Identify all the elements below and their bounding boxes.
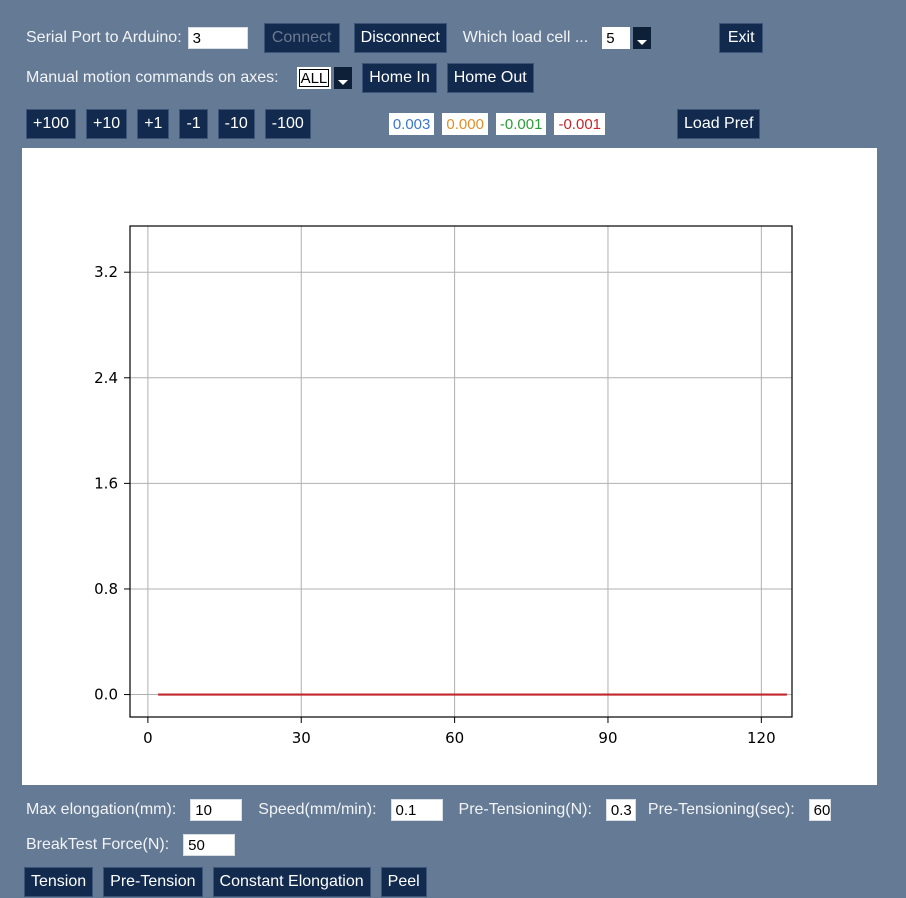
chevron-down-icon[interactable] [633, 27, 652, 49]
pretensioning-sec-label: Pre-Tensioning(sec): [647, 801, 795, 818]
pretensioning-sec-input[interactable]: 60 [808, 799, 831, 821]
max-elongation-label: Max elongation(mm): [26, 801, 177, 818]
connection-row: Serial Port to Arduino: 3 Connect Discon… [26, 23, 764, 53]
max-elongation-input[interactable]: 10 [190, 799, 243, 821]
home-in-button[interactable]: Home In [362, 63, 437, 93]
breaktest-input[interactable]: 50 [183, 834, 236, 856]
chevron-down-icon[interactable] [334, 67, 353, 89]
constant-elongation-button[interactable]: Constant Elongation [212, 867, 371, 897]
jog-plus-10-button[interactable]: +10 [86, 109, 128, 139]
breaktest-label: BreakTest Force(N): [26, 836, 170, 853]
y-tick-label: 2.4 [94, 369, 118, 387]
jog-plus-100-button[interactable]: +100 [26, 109, 77, 139]
connect-button[interactable]: Connect [263, 23, 340, 53]
pretensioning-label: Pre-Tensioning(N): [458, 801, 592, 818]
force-chart: 0 30 60 90 120 0.0 0.8 1.6 2.4 3.2 [94, 225, 793, 747]
home-out-button[interactable]: Home Out [446, 63, 534, 93]
plot-panel: 0 30 60 90 120 0.0 0.8 1.6 2.4 3.2 [22, 148, 877, 785]
modes-row: Tension Pre-Tension Constant Elongation … [24, 867, 427, 897]
x-tick-label: 0 [143, 729, 153, 747]
serial-port-input[interactable]: 3 [187, 27, 248, 49]
axis-readout-3: -0.001 [495, 113, 547, 135]
serial-port-label: Serial Port to Arduino: [26, 29, 182, 46]
x-tick-label: 30 [292, 729, 311, 747]
jog-minus-1-button[interactable]: -1 [179, 109, 208, 139]
y-tick-label: 0.8 [94, 580, 118, 598]
jog-minus-10-button[interactable]: -10 [217, 109, 255, 139]
tension-button[interactable]: Tension [24, 867, 94, 897]
y-tick-label: 0.0 [94, 686, 118, 704]
x-tick-label: 90 [598, 729, 617, 747]
y-tick-label: 1.6 [94, 474, 118, 492]
x-tick-label: 120 [747, 729, 776, 747]
axis-readout-2: 0.000 [442, 113, 488, 135]
manual-motion-label: Manual motion commands on axes: [26, 69, 279, 86]
axis-readout-4: -0.001 [554, 113, 606, 135]
jog-plus-1-button[interactable]: +1 [137, 109, 170, 139]
jog-row: +100 +10 +1 -1 -10 -100 0.003 0.000 -0.0… [26, 109, 761, 139]
disconnect-button[interactable]: Disconnect [353, 23, 447, 53]
axes-value: ALL [296, 67, 332, 89]
speed-input[interactable]: 0.1 [390, 799, 443, 821]
peel-button[interactable]: Peel [380, 867, 427, 897]
loadcell-value: 5 [602, 27, 631, 49]
breaktest-row: BreakTest Force(N): 50 [26, 830, 236, 860]
pretensioning-input[interactable]: 0.3 [605, 799, 636, 821]
plot-frame [129, 225, 793, 718]
pre-tension-button[interactable]: Pre-Tension [103, 867, 203, 897]
speed-label: Speed(mm/min): [258, 801, 377, 818]
y-tick-label: 3.2 [94, 263, 118, 281]
params-row: Max elongation(mm): 10 Speed(mm/min): 0.… [26, 795, 831, 825]
exit-button[interactable]: Exit [719, 23, 764, 53]
jog-minus-100-button[interactable]: -100 [264, 109, 311, 139]
x-tick-label: 60 [445, 729, 464, 747]
manual-row: Manual motion commands on axes: ALL Home… [26, 63, 534, 93]
axes-select[interactable]: ALL [296, 67, 353, 89]
loadcell-select[interactable]: 5 [602, 27, 652, 49]
load-pref-button[interactable]: Load Pref [677, 109, 761, 139]
axis-readout-1: 0.003 [388, 113, 435, 135]
loadcell-label: Which load cell ... [462, 29, 589, 46]
